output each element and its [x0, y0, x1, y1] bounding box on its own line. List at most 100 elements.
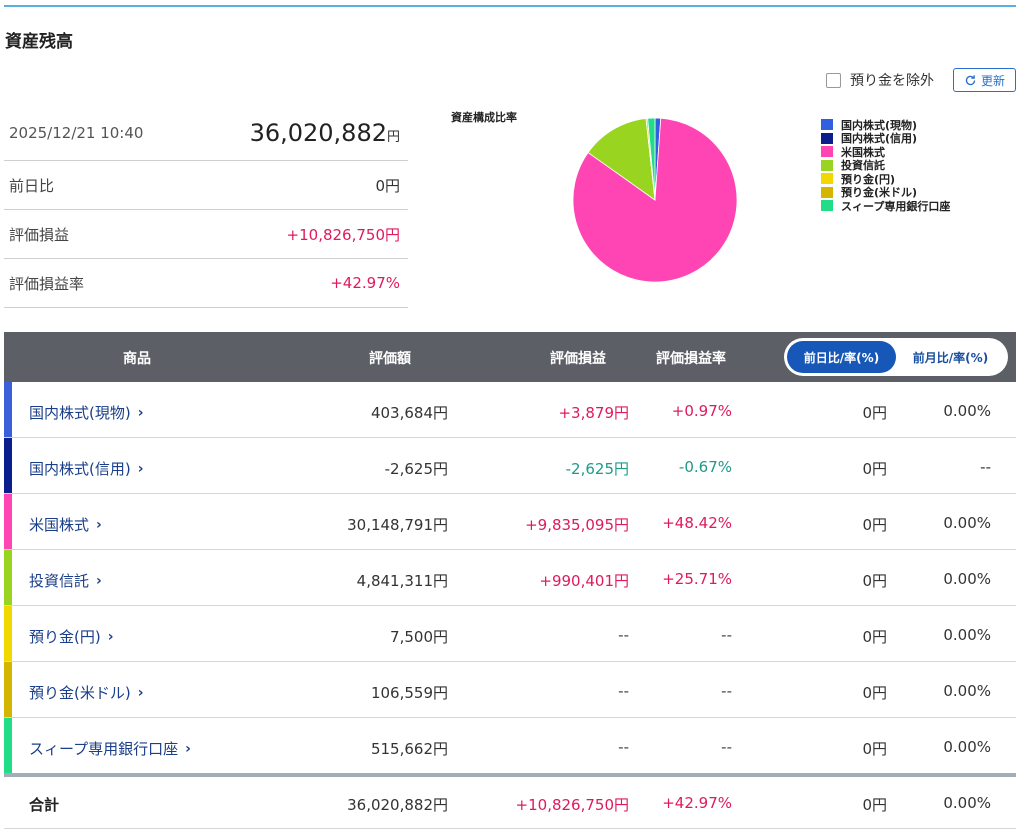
row-day-change-rate: 0.00% [943, 514, 991, 532]
row-product-name: 国内株式(現物) [29, 404, 131, 422]
legend-label: 預り金(円) [841, 172, 896, 186]
exclude-deposit-checkbox[interactable] [826, 72, 841, 88]
legend-label: スィープ専用銀行口座 [841, 199, 951, 213]
chevron-right-icon: › [96, 572, 102, 589]
top-divider [4, 5, 1016, 7]
legend-swatch [821, 159, 833, 171]
legend-item: 米国株式 [821, 145, 950, 159]
summary-label: 評価損益率 [9, 274, 85, 293]
row-color-bar [4, 606, 12, 661]
total-day-change-rate: 0.00% [943, 794, 991, 812]
summary-label: 前日比 [9, 176, 55, 195]
table-row: 米国株式 › 30,148,791円 +9,835,095円 +48.42% 0円 0.00… [4, 494, 1016, 550]
row-product-link[interactable]: 国内株式(現物) › [29, 402, 144, 423]
row-gain-rate: -- [721, 682, 732, 700]
row-color-bar [4, 550, 12, 605]
row-day-change-rate: 0.00% [943, 738, 991, 756]
summary-value: +10,826,750円 [286, 225, 400, 244]
row-product-name: 国内株式(信用) [29, 460, 131, 478]
table-row: スィープ専用銀行口座 › 515,662円 -- -- 0円 0.00% [4, 718, 1016, 774]
row-product-link[interactable]: 国内株式(信用) › [29, 458, 144, 479]
legend-swatch [821, 119, 833, 131]
total-divider [4, 773, 1016, 777]
row-value: 403,684円 [370, 404, 448, 422]
legend-swatch [821, 132, 833, 144]
change-period-toggle: 前日比/率(%) 前月比/率(%) [784, 338, 1008, 376]
summary-total: 36,020,882円 [250, 119, 400, 147]
row-product-name: 預り金(米ドル) [29, 684, 131, 702]
table-row: 預り金(円) › 7,500円 -- -- 0円 0.00% [4, 606, 1016, 662]
summary-panel: 2025/12/21 10:40 36,020,882円 前日比 0円 評価損益… [4, 106, 408, 308]
refresh-label: 更新 [980, 73, 1005, 88]
header-product: 商品 [123, 351, 151, 367]
legend-swatch [821, 173, 833, 185]
toggle-month-change[interactable]: 前月比/率(%) [912, 350, 989, 365]
row-day-change-rate: 0.00% [943, 682, 991, 700]
row-day-change-rate: 0.00% [943, 570, 991, 588]
refresh-icon [965, 74, 976, 85]
row-color-bar [4, 438, 12, 493]
row-gain: -- [618, 682, 629, 700]
exclude-deposit-toggle[interactable]: 預り金を除外 [826, 70, 934, 90]
row-product-link[interactable]: 預り金(円) › [29, 626, 114, 647]
row-value: -2,625円 [384, 460, 448, 478]
pie-slice [587, 118, 656, 201]
chevron-right-icon: › [96, 516, 102, 533]
row-product-link[interactable]: スィープ専用銀行口座 › [29, 738, 191, 759]
row-color-bar [4, 718, 12, 773]
summary-total-yen: 円 [386, 130, 400, 145]
exclude-deposit-label: 預り金を除外 [850, 73, 934, 89]
row-gain: -2,625円 [565, 460, 629, 478]
row-product-name: 預り金(円) [29, 628, 101, 646]
chart-title: 資産構成比率 [451, 111, 517, 124]
legend-label: 預り金(米ドル) [841, 186, 918, 200]
pie-slice [647, 117, 656, 201]
row-day-change: 0円 [862, 572, 887, 590]
row-gain-rate: +0.97% [671, 402, 732, 420]
table-row: 国内株式(現物) › 403,684円 +3,879円 +0.97% 0円 0.00% [4, 382, 1016, 438]
chart-legend: 国内株式(現物) 国内株式(信用) 米国株式 投資信託 預り金(円) 預り金(米ドル) スィ… [821, 118, 950, 213]
chevron-right-icon: › [185, 740, 191, 757]
row-gain-rate: -- [721, 738, 732, 756]
row-day-change: 0円 [862, 516, 887, 534]
row-day-change: 0円 [862, 460, 887, 478]
table-row: 投資信託 › 4,841,311円 +990,401円 +25.71% 0円 0.00% [4, 550, 1016, 606]
legend-label: 国内株式(信用) [841, 132, 918, 146]
legend-item: 国内株式(信用) [821, 132, 950, 146]
header-gain: 評価損益 [550, 351, 606, 367]
summary-total-value: 36,020,882 [249, 119, 387, 147]
holdings-table: 国内株式(現物) › 403,684円 +3,879円 +0.97% 0円 0.00% 国内株… [4, 382, 1016, 774]
total-gain: +10,826,750円 [515, 796, 629, 814]
total-day-change: 0円 [862, 796, 887, 814]
row-gain-rate: +48.42% [662, 514, 732, 532]
chevron-right-icon: › [107, 628, 114, 645]
row-value: 106,559円 [370, 684, 448, 702]
chevron-right-icon: › [137, 684, 144, 701]
legend-label: 投資信託 [841, 159, 885, 173]
row-value: 4,841,311円 [356, 572, 448, 590]
row-day-change: 0円 [862, 404, 887, 422]
row-gain: -- [618, 738, 629, 756]
toggle-day-change[interactable]: 前日比/率(%) [787, 341, 896, 373]
summary-value: 0円 [375, 176, 400, 195]
row-product-link[interactable]: 投資信託 › [29, 570, 102, 591]
row-product-name: 投資信託 [29, 572, 90, 590]
row-product-link[interactable]: 預り金(米ドル) › [29, 682, 144, 703]
row-day-change-rate: 0.00% [943, 626, 991, 644]
row-gain: +990,401円 [539, 572, 629, 590]
summary-label: 評価損益 [9, 225, 70, 244]
row-product-link[interactable]: 米国株式 › [29, 514, 102, 535]
legend-item: スィープ専用銀行口座 [821, 199, 950, 213]
row-day-change-rate: 0.00% [943, 402, 991, 420]
row-gain: +3,879円 [558, 404, 629, 422]
table-row: 預り金(米ドル) › 106,559円 -- -- 0円 0.00% [4, 662, 1016, 718]
legend-label: 米国株式 [841, 145, 885, 159]
total-value: 36,020,882円 [347, 796, 448, 814]
legend-item: 投資信託 [821, 159, 950, 173]
page-title: 資産残高 [5, 32, 73, 52]
summary-row-gain: 評価損益 +10,826,750円 [4, 210, 408, 259]
legend-item: 国内株式(現物) [821, 118, 950, 132]
refresh-button[interactable]: 更新 [953, 68, 1016, 92]
legend-swatch [821, 200, 833, 212]
row-day-change: 0円 [862, 684, 887, 702]
